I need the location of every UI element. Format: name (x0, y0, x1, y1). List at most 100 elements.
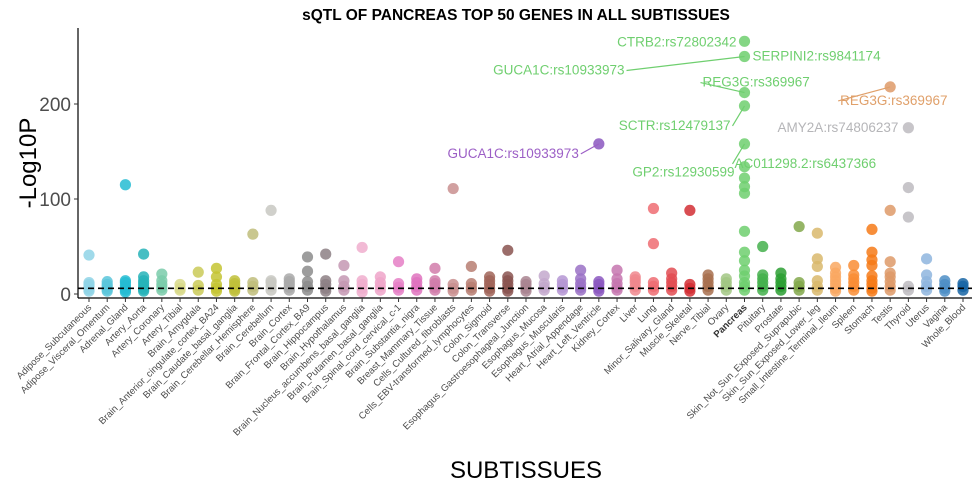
data-point (811, 227, 823, 239)
data-point (338, 275, 350, 287)
data-point (247, 277, 259, 289)
annotation-leader-line (731, 105, 746, 127)
data-point (247, 228, 259, 240)
data-point (647, 238, 660, 250)
data-point (447, 278, 459, 291)
annotation-leader-line (626, 55, 745, 72)
annotation-label: SERPINI2:rs9841174 (753, 49, 882, 64)
data-point (957, 277, 969, 290)
data-point (229, 275, 241, 287)
data-point (83, 249, 95, 261)
data-point (848, 269, 860, 281)
data-point (320, 275, 332, 287)
data-point (884, 256, 896, 268)
annotations: CTRB2:rs72802342 SERPINI2:rs9841174 GUCA1C… (448, 34, 948, 179)
data-point (793, 277, 805, 289)
data-point (738, 225, 751, 237)
data-point (866, 270, 878, 282)
annotation-label: CTRB2:rs72802342 (617, 34, 736, 49)
data-point (210, 262, 223, 274)
data-point (301, 265, 314, 277)
data-point (192, 266, 204, 278)
data-point (156, 268, 168, 280)
x-tick-label: Adipose_Visceral_Omentum (19, 302, 113, 396)
data-point (593, 276, 605, 288)
data-point (829, 261, 842, 273)
data-point (902, 211, 914, 223)
data-point (338, 259, 350, 272)
chart-title: sQTL OF PANCREAS TOP 50 GENES IN ALL SUB… (302, 7, 730, 24)
data-point (502, 244, 514, 256)
y-tick-label: 0 (60, 285, 71, 306)
data-point (939, 275, 951, 287)
data-point (629, 271, 641, 283)
annotation-label: GUCA1C:rs10933973 (448, 146, 579, 161)
data-point (429, 275, 441, 287)
data-point (757, 269, 769, 281)
data-point (684, 278, 696, 291)
data-point (684, 204, 696, 216)
data-point (884, 204, 896, 216)
y-tick-label: 200 (39, 95, 71, 116)
data-point (356, 241, 368, 254)
data-point (848, 259, 860, 272)
data-point (301, 276, 314, 288)
data-point (101, 276, 113, 288)
data-point (593, 138, 605, 150)
data-point (775, 267, 787, 279)
data-point (811, 253, 823, 265)
data-point (920, 269, 933, 281)
annotation-label: GP2:rs12930599 (632, 165, 734, 180)
data-point (265, 204, 277, 216)
x-tick-label: Liver (618, 302, 641, 325)
data-point (757, 240, 769, 253)
data-point (320, 248, 332, 260)
data-point (265, 275, 277, 287)
data-point (83, 277, 95, 289)
annotation-leader-line (838, 86, 891, 102)
data-point (575, 273, 587, 285)
data-point (902, 122, 914, 134)
data-point (192, 279, 204, 292)
data-point (793, 220, 805, 233)
data-point (575, 264, 587, 276)
data-point (738, 246, 751, 258)
data-point (611, 264, 623, 276)
data-point (283, 273, 295, 285)
annotation-leader-line (580, 143, 600, 155)
data-point (556, 275, 569, 287)
annotation-label: AMY2A:rs74806237 (778, 120, 899, 135)
y-tick-label: 100 (39, 190, 71, 211)
data-point (356, 275, 368, 287)
data-point (502, 271, 514, 283)
annotation-label: REG3G:rs369967 (840, 93, 947, 108)
data-point (738, 172, 751, 184)
data-point (174, 278, 186, 291)
plot-area (78, 35, 972, 298)
annotation-label: SCTR:rs12479137 (619, 118, 731, 133)
data-point (538, 270, 550, 282)
data-point (210, 271, 223, 283)
data-point (920, 253, 933, 265)
data-point (738, 255, 751, 267)
y-ticks: 0 100 200 (39, 95, 78, 306)
data-point (465, 260, 477, 273)
data-point (866, 223, 878, 235)
data-point (611, 273, 623, 285)
data-point (119, 275, 132, 287)
data-point (902, 182, 914, 194)
data-point (666, 267, 678, 279)
data-point (429, 262, 441, 274)
data-point (392, 256, 405, 268)
annotation-label: REG3G:rs369967 (703, 75, 810, 90)
x-ticks: Adipose_SubcutaneousAdipose_Visceral_Ome… (15, 298, 968, 438)
data-point (119, 179, 132, 191)
data-point (902, 280, 914, 292)
data-point (884, 81, 896, 93)
data-point (720, 273, 732, 285)
data-point (392, 277, 405, 290)
data-point (738, 161, 751, 173)
data-point (411, 273, 423, 285)
y-axis-title: -Log10P (15, 118, 42, 209)
data-point (811, 275, 823, 287)
